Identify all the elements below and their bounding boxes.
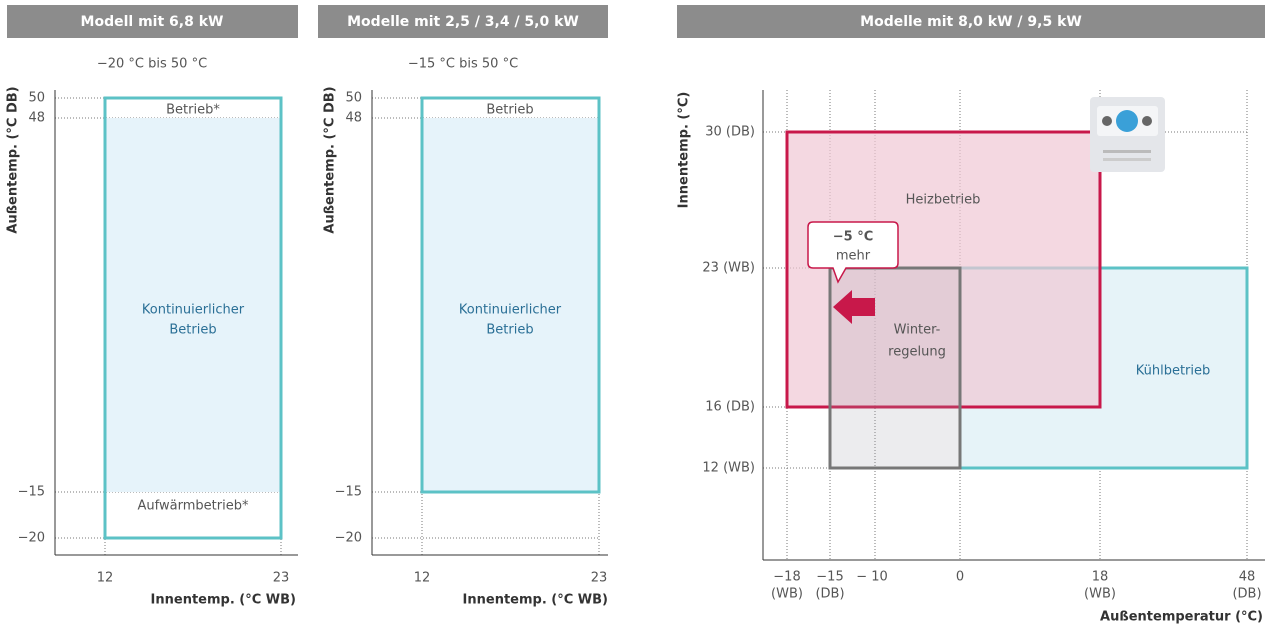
x-tick-label: 23 (273, 571, 290, 586)
header-bar (7, 5, 298, 38)
subtitle: −15 °C bis 50 °C (408, 57, 518, 72)
subtitle: −20 °C bis 50 °C (97, 57, 207, 72)
y-axis-label: Außentemp. (°C DB) (323, 86, 338, 233)
x-axis-label: Innentemp. (°C WB) (463, 593, 608, 608)
x-tick-label: (DB) (815, 587, 844, 602)
callout (807, 221, 899, 284)
x-tick-label: 12 (97, 571, 114, 586)
x-tick-label: 23 (591, 571, 608, 586)
x-tick-label: −18 (773, 570, 800, 585)
y-axis-label: Innentemp. (°C) (677, 92, 692, 209)
header-bar (318, 5, 608, 38)
callout-text: −5 °C (833, 230, 874, 245)
y-tick-label: 23 (WB) (702, 261, 755, 276)
region-label: Winter- (894, 323, 941, 338)
region-fill (105, 118, 281, 492)
y-tick-label: 50 (28, 91, 45, 106)
x-tick-label: 12 (414, 571, 431, 586)
region-label: Heizbetrieb (906, 193, 981, 208)
y-tick-label: 12 (WB) (702, 461, 755, 476)
y-tick-label: −20 (335, 531, 362, 546)
y-tick-label: 50 (345, 91, 362, 106)
region-label: regelung (888, 345, 946, 360)
region-border (420, 96, 601, 494)
x-tick-label: −15 (816, 570, 843, 585)
header: Modelle mit 8,0 kW / 9,5 kW (860, 14, 1082, 30)
y-tick-label: 30 (DB) (705, 125, 755, 140)
remote-icon (1090, 97, 1165, 172)
header: Modelle mit 2,5 / 3,4 / 5,0 kW (347, 14, 579, 30)
x-tick-label: 48 (1239, 570, 1256, 585)
region-label: Aufwärmbetrieb* (138, 499, 249, 514)
region-label: Kontinuierlicher (459, 303, 562, 318)
y-tick-label: −15 (18, 485, 45, 500)
region-fill (422, 118, 599, 492)
x-tick-label: 18 (1092, 570, 1109, 585)
region-label: Kühlbetrieb (1136, 364, 1211, 379)
region-label: Betrieb (486, 323, 533, 338)
y-tick-label: 16 (DB) (705, 400, 755, 415)
y-tick-label: −15 (335, 485, 362, 500)
header-bar (677, 5, 1265, 38)
y-tick-label: 48 (345, 111, 362, 126)
x-tick-label: 0 (956, 570, 964, 585)
region-label: Kontinuierlicher (142, 303, 245, 318)
callout-text: mehr (836, 249, 871, 264)
x-tick-label: (WB) (771, 587, 803, 602)
x-axis-label: Innentemp. (°C WB) (151, 593, 296, 608)
x-tick-label: − 10 (856, 570, 888, 585)
region-label: Betrieb (169, 323, 216, 338)
header: Modell mit 6,8 kW (81, 14, 224, 30)
region-label: Betrieb (486, 103, 533, 118)
x-tick-label: (WB) (1084, 587, 1116, 602)
x-axis-label: Außentemperatur (°C) (1100, 610, 1263, 625)
y-tick-label: 48 (28, 111, 45, 126)
y-axis-label: Außentemp. (°C DB) (6, 86, 21, 233)
region-border (103, 96, 283, 540)
y-tick-label: −20 (18, 531, 45, 546)
arrow (833, 290, 875, 324)
region-label: Betrieb* (166, 103, 220, 118)
x-tick-label: (DB) (1232, 587, 1261, 602)
